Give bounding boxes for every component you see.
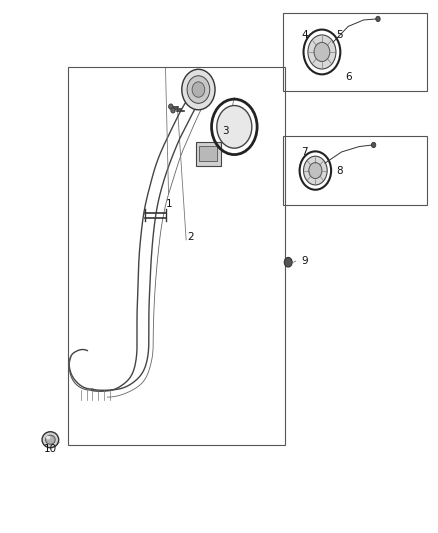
Circle shape — [192, 82, 205, 97]
Circle shape — [217, 106, 252, 148]
Ellipse shape — [42, 432, 59, 448]
Text: 7: 7 — [301, 147, 308, 157]
Circle shape — [376, 17, 380, 22]
Circle shape — [284, 257, 292, 267]
Text: 9: 9 — [301, 256, 308, 266]
Circle shape — [182, 69, 215, 110]
Circle shape — [169, 104, 173, 109]
Text: 4: 4 — [301, 30, 308, 39]
Text: 8: 8 — [336, 166, 343, 175]
Circle shape — [308, 35, 336, 69]
Text: 6: 6 — [345, 72, 352, 82]
Bar — [283, 13, 427, 91]
Circle shape — [309, 163, 322, 179]
Ellipse shape — [46, 435, 55, 445]
Circle shape — [171, 108, 175, 113]
Circle shape — [187, 76, 210, 103]
Bar — [199, 146, 217, 161]
Circle shape — [314, 43, 330, 62]
Text: 5: 5 — [336, 30, 343, 39]
Circle shape — [304, 156, 327, 185]
Circle shape — [371, 142, 376, 148]
Text: 10: 10 — [44, 444, 57, 454]
Bar — [283, 136, 427, 205]
Text: 2: 2 — [187, 232, 194, 242]
Text: 3: 3 — [222, 126, 229, 135]
Bar — [196, 142, 221, 166]
Text: 1: 1 — [165, 199, 172, 208]
Ellipse shape — [46, 436, 50, 439]
Bar — [68, 67, 285, 445]
